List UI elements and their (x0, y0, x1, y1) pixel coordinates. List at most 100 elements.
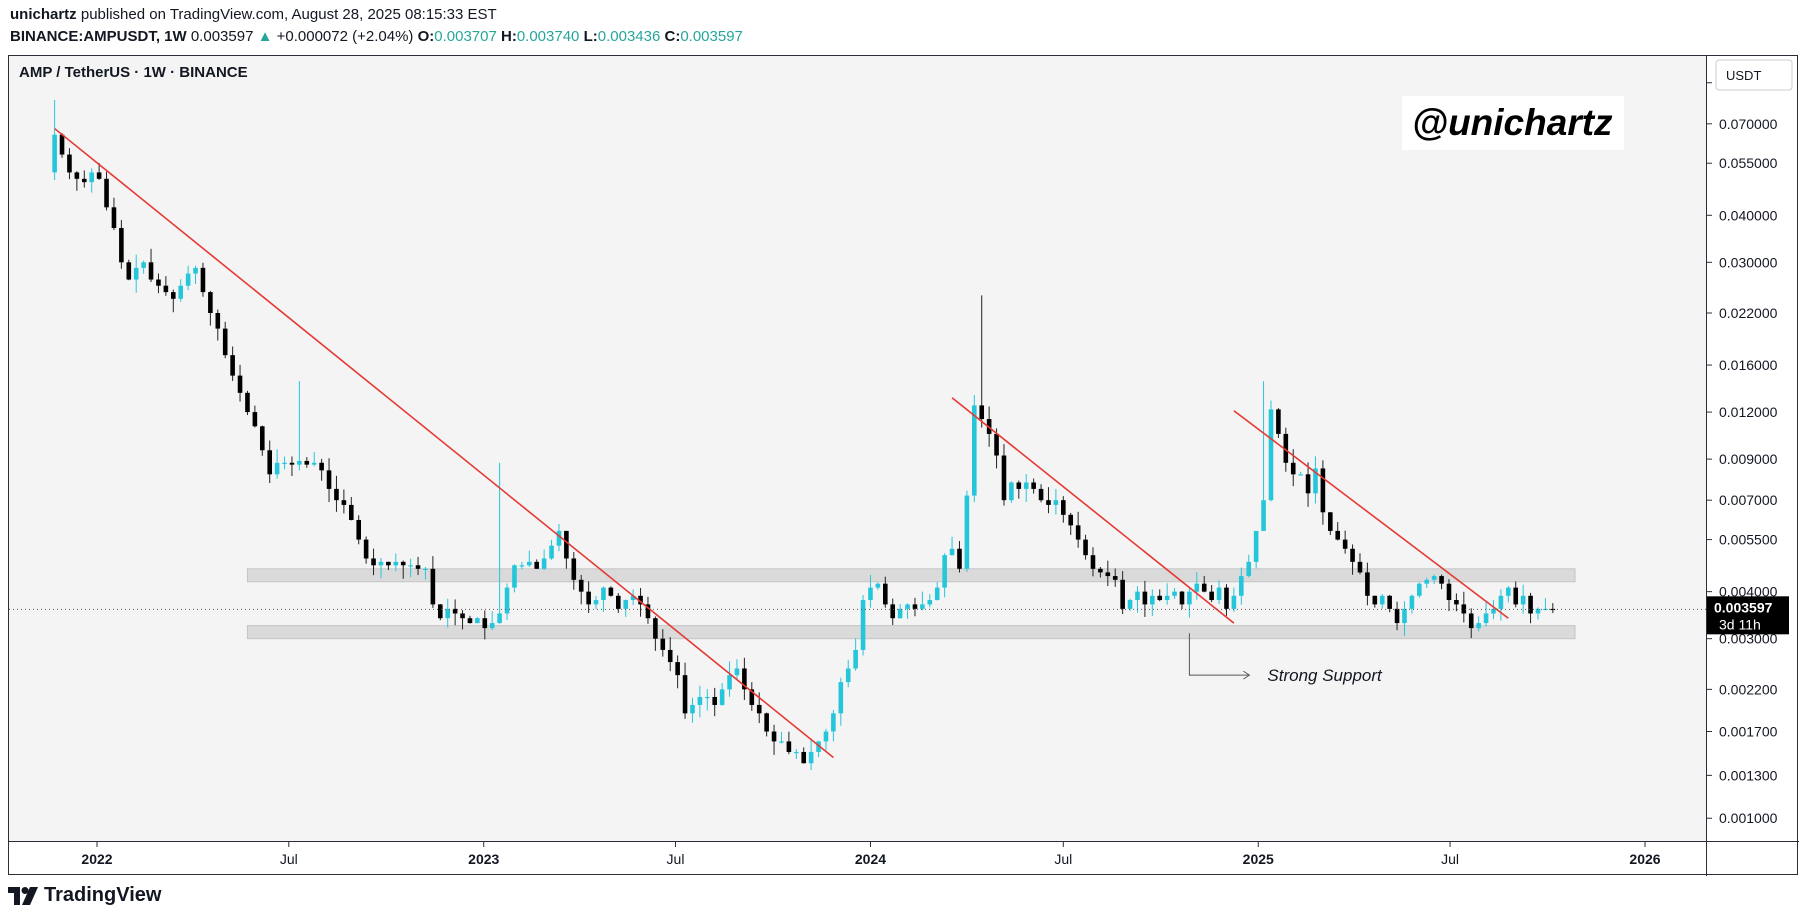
candle[interactable] (475, 617, 480, 624)
candle-body[interactable] (1468, 613, 1474, 629)
candle-body[interactable] (1394, 608, 1400, 624)
candle[interactable] (96, 163, 102, 180)
price-chart[interactable]: 0.0900000.0700000.0550000.0400000.030000… (9, 56, 1799, 876)
candle[interactable] (430, 556, 436, 608)
candle-body[interactable] (1313, 468, 1318, 494)
candle-body[interactable] (1491, 608, 1496, 614)
candle-body[interactable] (111, 207, 117, 229)
candle-body[interactable] (74, 172, 80, 179)
candle-body[interactable] (949, 548, 955, 556)
candle-body[interactable] (185, 273, 191, 286)
candle-body[interactable] (1105, 572, 1111, 577)
candle[interactable] (1446, 579, 1452, 612)
candle[interactable] (326, 458, 332, 503)
candle[interactable] (482, 610, 488, 640)
candle[interactable] (437, 604, 443, 621)
candle-body[interactable] (653, 618, 658, 639)
candle[interactable] (1461, 591, 1467, 623)
candle-body[interactable] (467, 618, 473, 624)
candle-body[interactable] (571, 558, 577, 580)
candle[interactable] (282, 456, 287, 470)
candle[interactable] (764, 712, 769, 737)
candle[interactable] (126, 259, 132, 281)
candle[interactable] (371, 548, 376, 576)
candle[interactable] (964, 490, 970, 572)
candle-body[interactable] (1320, 468, 1326, 513)
candle[interactable] (1550, 603, 1556, 614)
candle-body[interactable] (1350, 548, 1355, 562)
candle-body[interactable] (1476, 623, 1481, 629)
candle[interactable] (445, 598, 451, 628)
candle[interactable] (979, 295, 985, 428)
candle[interactable] (682, 662, 688, 719)
candle[interactable] (1016, 480, 1022, 499)
candle-body[interactable] (1528, 595, 1533, 614)
candle[interactable] (623, 599, 629, 617)
candle-body[interactable] (957, 548, 962, 569)
candle[interactable] (578, 574, 584, 605)
candle-body[interactable] (1016, 482, 1022, 489)
candle-body[interactable] (1372, 595, 1378, 605)
candle-body[interactable] (897, 608, 903, 619)
candle[interactable] (1439, 574, 1444, 590)
candle[interactable] (1209, 584, 1214, 603)
candle-body[interactable] (1009, 482, 1014, 501)
candle-body[interactable] (1046, 500, 1051, 505)
candle-body[interactable] (259, 426, 265, 451)
candle-body[interactable] (564, 530, 569, 559)
candle[interactable] (297, 381, 302, 471)
candle[interactable] (1098, 566, 1103, 578)
candle[interactable] (1506, 586, 1511, 603)
candle[interactable] (1231, 587, 1237, 612)
candle[interactable] (156, 273, 161, 294)
candle[interactable] (1313, 456, 1318, 504)
candle-body[interactable] (371, 558, 376, 566)
candle[interactable] (1328, 512, 1333, 536)
candle[interactable] (571, 551, 577, 590)
candle-body[interactable] (252, 412, 258, 427)
candle[interactable] (67, 148, 72, 180)
candle-body[interactable] (52, 134, 57, 173)
candle[interactable] (1239, 567, 1244, 605)
candle-body[interactable] (1209, 591, 1214, 601)
candle-body[interactable] (1498, 595, 1504, 609)
candle-body[interactable] (1150, 595, 1155, 605)
candle[interactable] (170, 289, 176, 313)
candle[interactable] (1305, 462, 1311, 507)
candle-body[interactable] (475, 618, 480, 624)
candle-body[interactable] (1090, 555, 1096, 569)
candle-body[interactable] (756, 704, 762, 714)
candle-body[interactable] (1550, 608, 1556, 611)
candle-body[interactable] (156, 279, 161, 286)
candle[interactable] (230, 346, 235, 381)
candle[interactable] (460, 610, 465, 630)
candle-body[interactable] (1194, 583, 1200, 592)
candle[interactable] (104, 171, 109, 211)
candle-body[interactable] (163, 285, 169, 293)
candle-body[interactable] (274, 462, 280, 475)
candle[interactable] (400, 560, 406, 579)
candle[interactable] (534, 559, 540, 569)
candle-body[interactable] (927, 600, 933, 605)
candle-body[interactable] (1083, 539, 1088, 556)
candle[interactable] (1424, 577, 1430, 589)
candle-body[interactable] (1305, 474, 1311, 494)
candle-body[interactable] (1164, 595, 1170, 601)
candle[interactable] (1112, 568, 1118, 587)
candle-body[interactable] (1023, 482, 1029, 489)
candle-body[interactable] (1224, 587, 1229, 609)
candle[interactable] (771, 724, 777, 755)
candle-body[interactable] (526, 561, 532, 566)
trendlines[interactable] (54, 127, 1509, 759)
candle[interactable] (831, 709, 836, 742)
candle[interactable] (808, 738, 814, 771)
candle-body[interactable] (245, 392, 250, 413)
candle-body[interactable] (934, 587, 940, 601)
candle[interactable] (208, 290, 213, 326)
candle[interactable] (259, 425, 265, 456)
candle-body[interactable] (1454, 600, 1459, 605)
candle-body[interactable] (823, 731, 829, 742)
candle[interactable] (972, 394, 977, 503)
candle-body[interactable] (497, 613, 502, 624)
candle[interactable] (141, 260, 146, 274)
